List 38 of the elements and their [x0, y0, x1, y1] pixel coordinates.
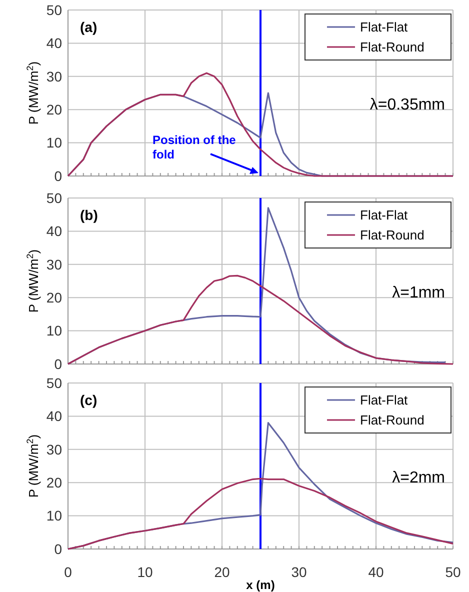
legend-label: Flat-Round [360, 228, 424, 243]
x-tick-label: 40 [368, 564, 384, 580]
annotation: (a) [80, 19, 98, 35]
y-tick-label: 10 [46, 322, 62, 339]
y-tick-label: 10 [46, 508, 62, 524]
annotation: (b) [80, 207, 98, 223]
y-tick-label: 40 [46, 35, 62, 52]
annotation: λ=2mm [392, 470, 445, 487]
x-axis-title: x (m) [246, 578, 275, 592]
x-tick-label: 10 [137, 564, 153, 580]
annotation: Position of the fold [152, 133, 236, 162]
y-tick-label: 50 [46, 374, 62, 391]
annotation: (c) [80, 392, 98, 408]
y-tick-label: 50 [46, 190, 62, 206]
x-tick-label: 20 [214, 564, 230, 580]
y-tick-label: 0 [54, 540, 62, 557]
x-tick-label: 30 [291, 564, 307, 580]
y-tick-label: 20 [46, 474, 62, 490]
y-tick-label: 20 [46, 102, 62, 118]
legend-label: Flat-Flat [360, 208, 408, 223]
y-tick-label: 40 [46, 408, 62, 424]
y-tick-label: 50 [46, 2, 62, 18]
legend-label: Flat-Flat [360, 20, 408, 35]
annotation: λ=0.35mm [370, 96, 445, 114]
legend-label: Flat-Round [360, 412, 424, 428]
y-tick-label: 0 [54, 168, 62, 184]
y-tick-label: 0 [54, 356, 62, 372]
legend-label: Flat-Flat [360, 392, 408, 408]
x-tick-label: 0 [64, 564, 72, 580]
y-tick-label: 30 [46, 441, 62, 458]
x-tick-label: 50 [445, 564, 461, 580]
y-tick-label: 30 [46, 68, 62, 84]
y-tick-label: 40 [46, 223, 62, 240]
y-tick-label: 20 [46, 290, 62, 306]
legend-label: Flat-Round [360, 40, 424, 55]
y-tick-label: 10 [46, 134, 62, 151]
y-tick-label: 30 [46, 256, 62, 272]
annotation: λ=1mm [392, 284, 445, 302]
